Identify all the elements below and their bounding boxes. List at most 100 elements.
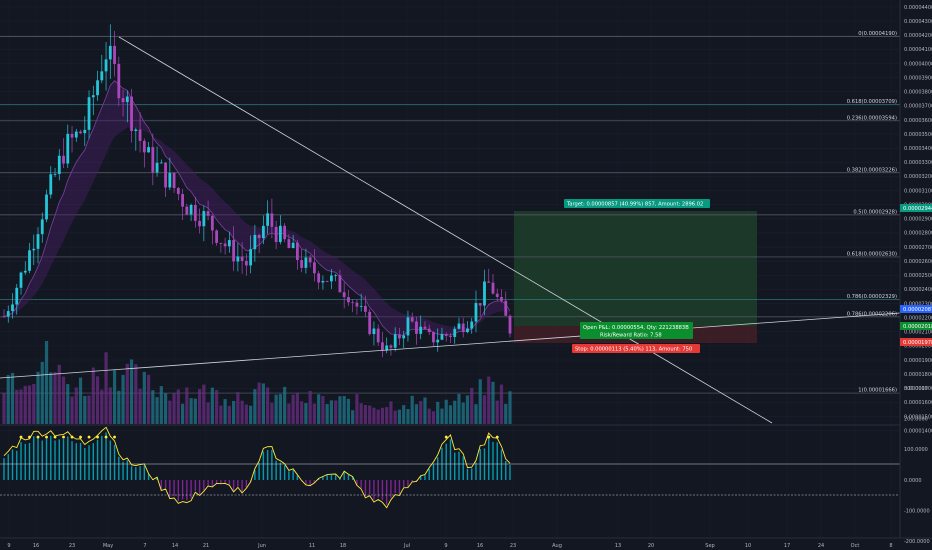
candle-body	[402, 335, 406, 339]
volume-bar	[23, 385, 27, 424]
fib-label: 0.786(0.00002206)	[847, 311, 897, 317]
candle-body	[159, 162, 163, 164]
ascending-trendline[interactable]	[0, 312, 901, 379]
volume-bar	[125, 363, 129, 424]
candle-body	[257, 234, 261, 239]
candle-body	[113, 45, 116, 64]
volume-bar	[10, 372, 15, 424]
price-tick-label: 0.00002200	[904, 315, 932, 321]
volume-bar	[444, 399, 448, 424]
candle-body	[138, 129, 142, 141]
oscillator-dot	[104, 435, 108, 439]
volume-bar	[36, 371, 40, 424]
volume-bar	[465, 395, 470, 424]
time-tick-label: 16	[33, 543, 39, 549]
oscillator-dot	[87, 435, 91, 439]
candle-body	[219, 242, 223, 244]
candle-body	[176, 187, 180, 195]
time-axis[interactable]: 9 16 23 May 7 14 21 Jun 11 18 Jul 9 16 23 Aug 13 20 Sep 10…	[7, 543, 892, 549]
candle-body	[79, 131, 82, 134]
osc-tick-label: -200.0000	[904, 539, 930, 545]
price-tick-label: 0.00002000	[904, 344, 932, 350]
volume-bar	[112, 370, 117, 424]
volume-bar	[19, 389, 23, 424]
price-tick-label: 0.00001700	[904, 386, 932, 392]
volume-bar	[312, 403, 317, 424]
volume-bar	[210, 387, 214, 424]
candle-body	[368, 311, 372, 335]
candle-body	[295, 242, 299, 261]
time-tick-label: 14	[172, 543, 178, 549]
candle-body	[147, 147, 150, 153]
candle-body	[334, 275, 338, 277]
candle-body	[351, 302, 355, 304]
volume-bar	[121, 374, 125, 424]
volume-bar	[325, 404, 329, 424]
candle-body	[291, 242, 295, 249]
candle-body	[495, 293, 499, 297]
volume-bar	[151, 390, 155, 424]
candle-body	[104, 59, 108, 72]
price-tick-label: 0.00001400	[904, 428, 932, 434]
price-tick-label: 0.00002700	[904, 245, 932, 251]
price-axis[interactable]: 0.00004400 0.00004300 0.00004200 0.00004100…	[904, 5, 932, 435]
volume-bar	[78, 377, 83, 424]
candle-body	[164, 162, 167, 188]
candle-body	[236, 256, 240, 262]
target-zone	[514, 211, 757, 326]
fib-label: 0.618(0.00003709)	[847, 99, 897, 105]
candle-body	[325, 280, 329, 282]
oscillator-dot	[36, 435, 40, 439]
volume-bar	[227, 405, 231, 424]
volume-bar	[474, 404, 478, 424]
candle-body	[181, 194, 184, 207]
volume-bar	[308, 390, 312, 424]
entry-label-line2: Risk/Reward Ratio: 7.58	[600, 333, 662, 339]
volume-bar	[334, 400, 338, 424]
candle-body	[151, 147, 155, 173]
price-tag-bg	[900, 305, 932, 313]
candle-body	[91, 95, 95, 98]
price-tick-label: 0.00001600	[904, 400, 932, 406]
time-tick-label: 9	[444, 543, 447, 549]
volume-bar	[291, 394, 295, 424]
candle-body	[185, 206, 189, 215]
price-tick-label: 0.00002400	[904, 287, 932, 293]
candle-body	[406, 317, 410, 336]
candle-body	[202, 211, 206, 227]
time-tick-label: 13	[615, 543, 621, 549]
time-tick-label: 11	[309, 543, 315, 549]
volume-bar	[244, 404, 248, 424]
candle-body	[253, 234, 257, 250]
volume-bar	[159, 386, 163, 424]
descending-trendline[interactable]	[118, 36, 773, 424]
volume-bar	[236, 392, 240, 424]
volume-bar	[431, 411, 436, 424]
price-tick-label: 0.00004100	[904, 47, 932, 53]
volume-bar	[385, 407, 389, 424]
candle-body	[321, 280, 325, 283]
candle-body	[500, 296, 503, 301]
volume-bar	[495, 400, 499, 424]
volume-bar	[108, 387, 112, 424]
candle-body	[359, 305, 363, 307]
price-tick-label: 0.00001900	[904, 358, 932, 364]
volume-bar	[457, 393, 461, 424]
candle-body	[249, 249, 253, 266]
candle-body	[57, 155, 61, 174]
volume-bar	[193, 398, 197, 424]
time-tick-label: Aug	[552, 543, 562, 549]
candle-body	[470, 321, 474, 329]
volume-bar	[95, 376, 100, 424]
oscillator-axis[interactable]: 300.0000 200.0000 100.0000 0.0000 -100.0000 -…	[904, 386, 930, 550]
candle-body	[398, 334, 401, 339]
candle-body	[83, 129, 87, 134]
candle-body	[100, 71, 104, 81]
candle-body	[36, 234, 40, 249]
price-tick-label: 0.00003800	[904, 90, 932, 96]
candle-body	[461, 323, 465, 333]
volume-bar	[27, 385, 32, 424]
volume-bar	[372, 407, 376, 424]
volume-bar	[44, 340, 49, 424]
